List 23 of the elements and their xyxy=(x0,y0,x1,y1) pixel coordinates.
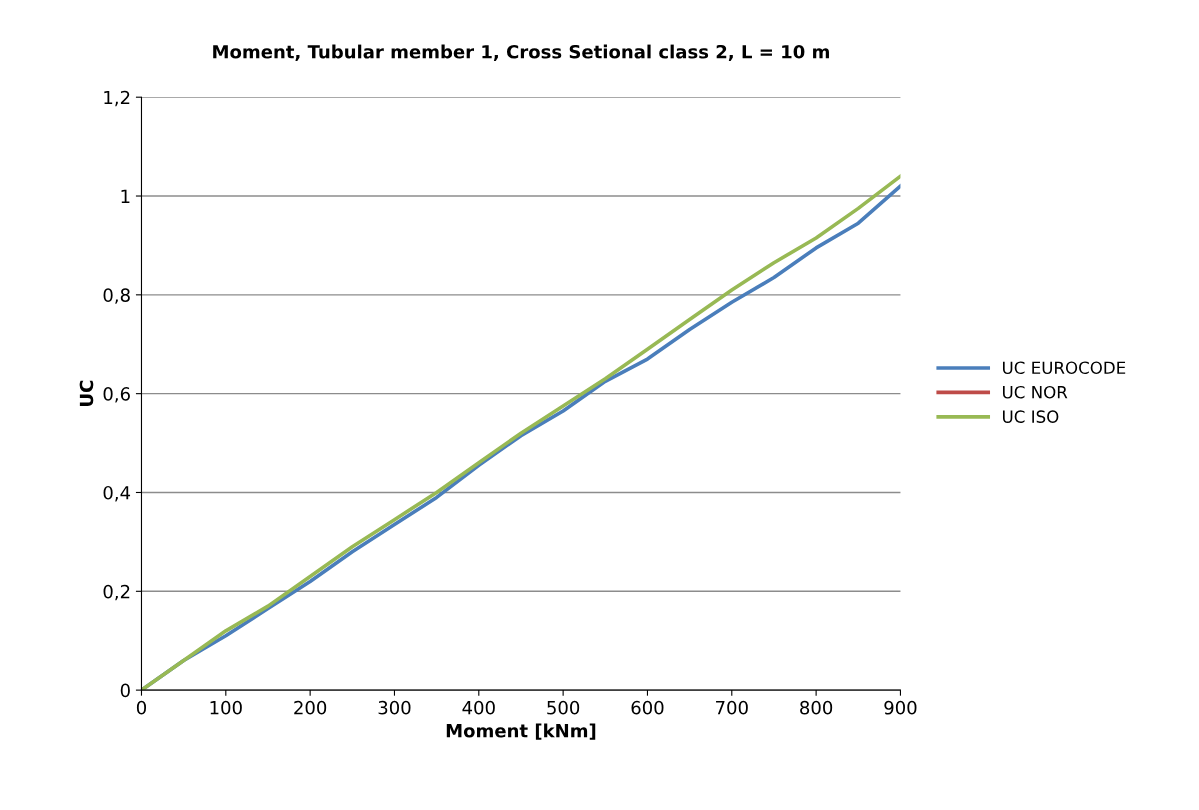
y-tick-label: 0,6 xyxy=(103,387,130,403)
x-tick-label: 500 xyxy=(547,700,580,715)
y-tick-label: 0,2 xyxy=(103,584,130,601)
x-axis-title: Moment [kNm] xyxy=(446,723,596,740)
x-tick-label: 800 xyxy=(800,700,833,715)
y-tick-label: 0 xyxy=(120,683,130,698)
x-tick-label: 700 xyxy=(716,700,748,715)
y-tick-label: 1,2 xyxy=(104,90,130,107)
y-tick-label: 0,8 xyxy=(103,288,130,304)
legend-label: UC EUROCODE xyxy=(1003,361,1126,375)
y-tick-label: 0,4 xyxy=(103,485,131,502)
legend-label: UC ISO xyxy=(1003,410,1059,423)
x-tick-label: 400 xyxy=(462,700,495,715)
chart-title: Moment, Tubular member 1, Cross Setional class 2, L = 10 m xyxy=(213,44,829,61)
x-tick-label: 600 xyxy=(631,700,664,715)
y-tick-label: 1 xyxy=(121,189,130,203)
x-tick-label: 300 xyxy=(378,700,411,715)
x-tick-label: 900 xyxy=(884,700,917,715)
x-tick-label: 0 xyxy=(136,700,147,715)
x-tick-label: 200 xyxy=(294,700,327,715)
legend-label: UC NOR xyxy=(1003,385,1068,399)
x-tick-label: 100 xyxy=(210,700,242,715)
y-axis-title: UC xyxy=(79,380,94,406)
